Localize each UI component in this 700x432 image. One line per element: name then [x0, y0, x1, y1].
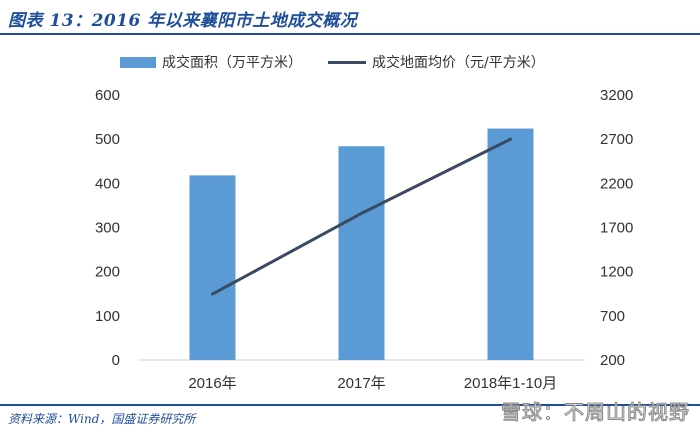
legend-swatch-line: [328, 60, 366, 64]
watermark: 雪球：不周山的视野: [501, 400, 690, 425]
legend-swatch-bar: [120, 56, 156, 68]
source-note: 资料来源：Wind，国盛证券研究所: [8, 412, 196, 426]
y-right-tick-label: 200: [600, 352, 625, 369]
y-right-tick-label: 2700: [600, 131, 633, 148]
y-left-tick-label: 400: [95, 175, 120, 192]
y-left-tick-label: 500: [95, 131, 120, 148]
chart-legend: 成交面积（万平方米） 成交地面均价（元/平方米）: [120, 52, 571, 72]
bar-area: [487, 128, 534, 360]
chart-plot: 0 100 200 300 400 500 600 200 700 1200 1700 2200 270…: [95, 87, 633, 392]
y-left-tick-label: 0: [112, 352, 120, 369]
legend-label-area: 成交面积（万平方米）: [162, 55, 302, 71]
y-left-tick-label: 300: [95, 220, 120, 237]
y-right-tick-label: 3200: [600, 87, 633, 104]
y-right-tick-label: 1200: [600, 264, 633, 281]
y-right-tick-label: 700: [600, 308, 625, 325]
x-tick-label: 2017年: [337, 375, 385, 392]
bar-area: [189, 175, 236, 360]
y-left-tick-label: 100: [95, 308, 120, 325]
title-rule: [0, 33, 700, 35]
figure-title: 图表 13：2016 年以来襄阳市土地成交概况: [8, 11, 358, 31]
y-left-tick-label: 200: [95, 264, 120, 281]
legend-label-price: 成交地面均价（元/平方米）: [372, 55, 545, 71]
bar-area: [338, 146, 385, 360]
y-left-tick-label: 600: [95, 87, 120, 104]
legend-item-area: 成交面积（万平方米）: [120, 52, 302, 72]
x-tick-label: 2018年1-10月: [464, 375, 557, 392]
y-right-tick-label: 2200: [600, 175, 633, 192]
legend-item-price: 成交地面均价（元/平方米）: [328, 52, 545, 72]
x-tick-label: 2016年: [188, 375, 236, 392]
y-right-tick-label: 1700: [600, 220, 633, 237]
source-rule: [0, 404, 700, 406]
